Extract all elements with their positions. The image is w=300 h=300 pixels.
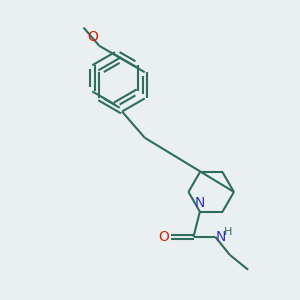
Text: O: O: [87, 30, 98, 44]
Text: N: N: [216, 230, 226, 244]
Text: N: N: [195, 196, 205, 209]
Text: O: O: [158, 230, 169, 244]
Text: H: H: [224, 227, 232, 237]
